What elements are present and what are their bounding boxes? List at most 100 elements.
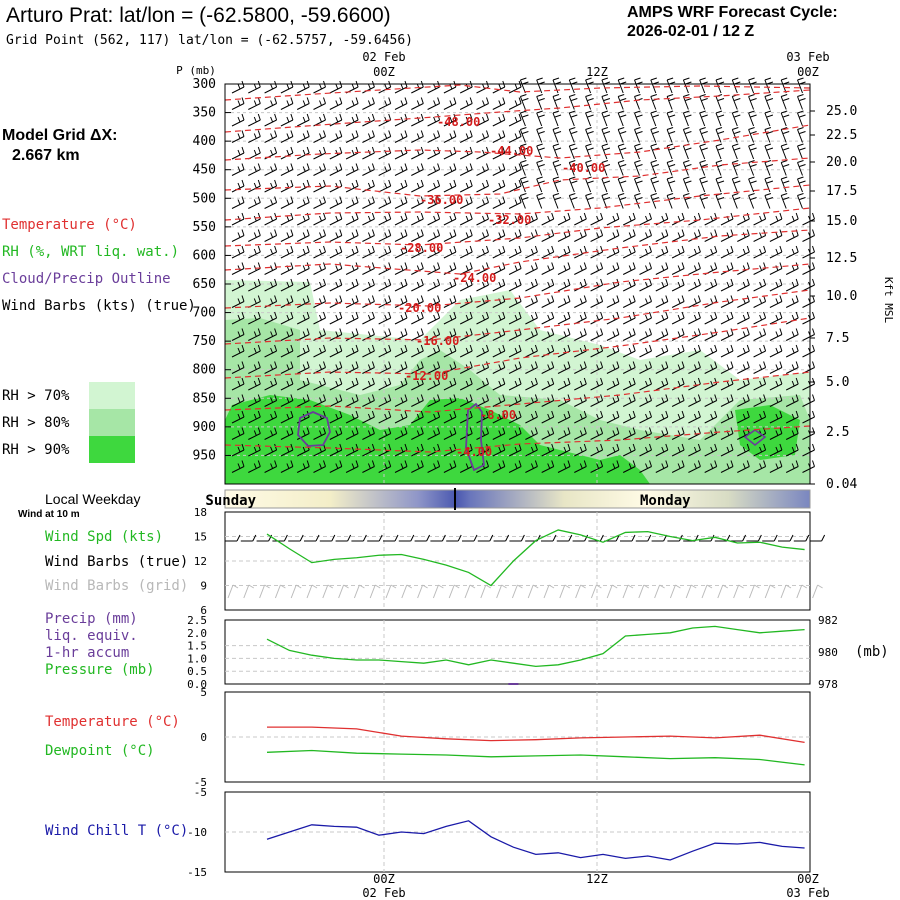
- height-tick-label: 0.04: [826, 477, 857, 492]
- wind-barb: [264, 427, 278, 440]
- grid-wind-barb: [338, 584, 349, 599]
- wind-barb: [394, 245, 408, 259]
- wind-barb: [617, 127, 627, 143]
- wind-barb: [476, 97, 489, 110]
- temperature-contour-label: -16.00: [416, 334, 459, 348]
- wind-barb: [720, 229, 734, 242]
- wind-barb: [731, 94, 741, 110]
- wind-barb: [606, 377, 620, 391]
- wind-barb: [715, 110, 725, 127]
- wind-barb: [780, 127, 790, 143]
- surface-wind-barb: [793, 534, 810, 542]
- height-tick-label: 25.0: [826, 104, 857, 119]
- wind-barb: [519, 77, 529, 94]
- wind-barb: [492, 163, 506, 176]
- grid-wind-barb: [654, 584, 665, 599]
- wind-barb: [634, 77, 643, 94]
- wind-barb: [797, 110, 806, 127]
- grid-wind-barb: [290, 584, 302, 599]
- wind-barb: [574, 377, 587, 391]
- wind-barb: [296, 245, 310, 259]
- wind-barb: [639, 328, 652, 341]
- wind-barb: [634, 193, 643, 209]
- height-tick-label: 22.5: [826, 128, 857, 143]
- wind-barb: [769, 311, 783, 325]
- wind-barb: [606, 443, 620, 457]
- wind-barb: [704, 394, 718, 407]
- grid-wind-barb: [812, 584, 823, 599]
- surface-wind-barb: [240, 534, 257, 542]
- wind-barb: [552, 193, 562, 209]
- wind-barb: [264, 80, 278, 94]
- wind-barb: [802, 278, 815, 292]
- wind-barb: [296, 295, 310, 308]
- wind-barb: [313, 328, 326, 341]
- wind-barb: [715, 176, 725, 193]
- wind-barb: [329, 460, 343, 473]
- wind-barb: [731, 143, 741, 160]
- wind-barb: [519, 110, 529, 127]
- wind-barb: [601, 160, 611, 176]
- wind-barb: [411, 278, 424, 292]
- temperature-contour: [224, 229, 811, 275]
- wind-barb: [552, 94, 562, 110]
- wind-barb: [345, 245, 359, 259]
- wind-barb: [443, 80, 457, 94]
- wind-barb: [541, 229, 555, 242]
- wind-barb: [541, 427, 555, 440]
- temperature-contour: [224, 207, 811, 247]
- wind-barb: [601, 193, 611, 209]
- wind-barb: [671, 212, 685, 226]
- top-date-1: 03 Feb: [786, 50, 829, 64]
- grid-wind-barb: [322, 584, 334, 599]
- pressure-tick-label: 850: [193, 391, 216, 406]
- wind-barb: [639, 311, 652, 325]
- height-tick-label: 12.5: [826, 251, 857, 266]
- wind-barb: [622, 427, 636, 440]
- grid-wind-barb: [796, 584, 808, 599]
- legend-wind-barbs: Wind Barbs (kts) (true): [2, 298, 196, 314]
- wind-barb: [639, 377, 652, 391]
- temperature-contour-label: -4.00: [456, 445, 492, 459]
- wind-barb: [753, 344, 767, 358]
- grid-wind-barb: [227, 584, 239, 599]
- wind-barb: [737, 394, 750, 407]
- wind-barb: [264, 163, 278, 176]
- wind-barb: [541, 361, 555, 374]
- wind-barb: [231, 344, 245, 358]
- wind-barb: [378, 245, 392, 259]
- wind-barb: [443, 394, 457, 407]
- wind-barb: [748, 127, 757, 143]
- wind-barb: [541, 443, 555, 457]
- wind-barb: [362, 278, 375, 292]
- label-wind-speed: Wind Spd (kts): [45, 529, 164, 545]
- wind-barb: [590, 394, 604, 407]
- wind-barb: [394, 130, 408, 143]
- wind-barb: [536, 94, 545, 110]
- wind-barb: [313, 196, 326, 209]
- wind-barb: [296, 344, 310, 358]
- wind-barb: [394, 163, 408, 176]
- wind-barb: [362, 460, 375, 473]
- pressure-tick-label: 450: [193, 163, 216, 178]
- wind-barb: [748, 193, 757, 209]
- temperature-contour: [224, 89, 811, 133]
- wind-barb: [248, 163, 261, 176]
- wind-barb: [639, 229, 652, 242]
- wind-barb: [394, 262, 408, 275]
- panel-tick-label: -15: [187, 866, 207, 879]
- wind-barb: [476, 361, 489, 374]
- temperature-contour-label: -12.00: [405, 369, 448, 383]
- wind-barb: [525, 410, 538, 424]
- model-grid-label: Model Grid ΔX:: [2, 127, 118, 144]
- wind-barb: [731, 110, 741, 127]
- wind-barb: [296, 394, 310, 407]
- wind-barb: [655, 410, 669, 424]
- wind-barb: [362, 146, 375, 160]
- panel-tick-label: 6: [200, 604, 207, 617]
- wind-barb: [574, 295, 587, 308]
- wind-barb: [802, 295, 815, 308]
- wind-barb: [606, 295, 620, 308]
- temperature-contour: [224, 124, 811, 161]
- wind-barb: [329, 410, 343, 424]
